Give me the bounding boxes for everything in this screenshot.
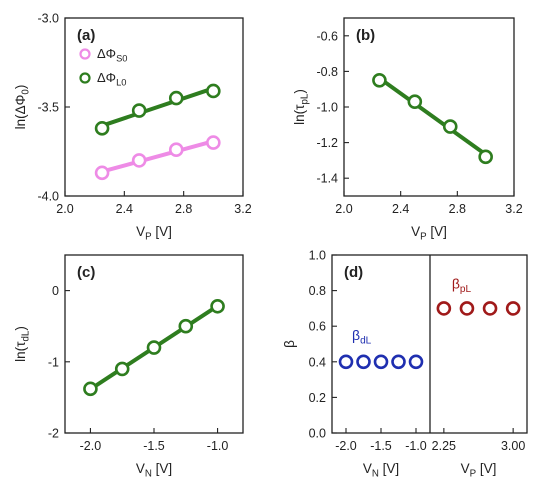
fit-line (100, 139, 216, 174)
panel-label: (c) (77, 264, 95, 281)
data-point (482, 301, 498, 316)
data-point (178, 318, 194, 334)
y-tick-label: 0 (52, 284, 59, 298)
y-tick-label: -4.0 (37, 190, 59, 204)
x-tick-label: 3.00 (501, 439, 525, 453)
y-tick-label: 0.6 (309, 320, 326, 334)
y-tick-label: -3.0 (37, 12, 59, 26)
panel-c: (c) -2 -1 0 ln(τdL) -2.0 -1.5 -1.0 VN [V] (13, 254, 244, 480)
x-tick-label: -2.0 (335, 439, 357, 453)
data-point (436, 301, 452, 316)
x-tick-label: 2.0 (56, 202, 73, 216)
data-point (372, 73, 387, 88)
legend-marker (79, 72, 91, 84)
panel-label: (d) (344, 264, 363, 281)
panel-label: (b) (356, 27, 375, 44)
y-tick-label: 0.2 (309, 391, 326, 405)
data-point (408, 354, 424, 370)
x-axis-label: VN [V] (363, 461, 399, 480)
x-axis-label: VP [V] (461, 461, 497, 480)
data-point (206, 135, 221, 150)
x-tick-label: -1.0 (405, 439, 427, 453)
legend-label: ΔΦS0 (97, 46, 128, 64)
y-tick-label: -0.8 (316, 65, 338, 79)
panel-b: (b) -1.4 -1.2 -1.0 -0.8 -0.6 ln(τpL) 2.0 2.4 2.8 3… (292, 17, 523, 243)
data-point (94, 121, 110, 136)
y-tick-label: -2 (48, 427, 59, 441)
x-tick-label: 3.2 (505, 202, 522, 216)
data-point (168, 90, 184, 106)
data-point (391, 354, 406, 370)
plot-frame (343, 17, 515, 197)
x-tick-label: 2.25 (432, 439, 456, 453)
y-tick-label: -0.6 (316, 29, 338, 43)
panel-label: (a) (77, 27, 95, 44)
y-axis-label: ln(τpL) (292, 89, 311, 125)
data-point (407, 94, 423, 109)
data-point (146, 340, 162, 355)
panel-d: (d) 0.0 0.2 0.4 0.6 0.8 1.0 β -2.0 -1.5 -1.0 VN [V]… (282, 249, 528, 480)
y-tick-label: 1.0 (309, 249, 326, 263)
legend-label: ΔΦL0 (97, 70, 126, 88)
x-axis-label: VP [V] (136, 224, 172, 243)
fit-line (377, 76, 488, 157)
x-tick-label: -1.0 (207, 439, 229, 453)
y-axis-label: ln(τdL) (13, 326, 32, 362)
x-tick-label: 3.2 (234, 202, 251, 216)
data-point (459, 301, 475, 316)
y-tick-label: -3.5 (37, 101, 59, 115)
y-tick-label: -1.4 (316, 172, 338, 186)
x-tick-label: -1.5 (143, 439, 165, 453)
data-point (356, 354, 371, 370)
fit-line (100, 86, 216, 128)
x-tick-label: 2.4 (392, 202, 409, 216)
panel-a: (a) -4.0 -3.5 -3.0 ln(ΔΦ0) 2.0 2.4 2.8 3.2 VP [V]… (13, 12, 252, 243)
data-point (505, 301, 521, 316)
series-label: βdL (352, 327, 372, 347)
y-tick-label: -1.0 (316, 101, 338, 115)
data-point (114, 361, 130, 377)
x-tick-label: 2.8 (175, 202, 192, 216)
data-point (168, 142, 184, 158)
data-point (373, 354, 389, 370)
x-tick-label: 2.0 (335, 202, 352, 216)
x-tick-label: -1.5 (370, 439, 392, 453)
data-point (206, 83, 221, 99)
x-axis-label: VP [V] (411, 224, 447, 243)
x-tick-label: 2.4 (116, 202, 133, 216)
data-point (131, 103, 147, 118)
legend-marker (79, 48, 91, 60)
x-tick-label: 2.8 (449, 202, 466, 216)
data-point (338, 354, 354, 370)
y-axis-label: ln(ΔΦ0) (13, 85, 32, 130)
series-label: βpL (452, 275, 472, 295)
y-tick-label: 0.8 (309, 284, 326, 298)
y-tick-label: -1.2 (316, 136, 338, 150)
y-axis-label: β (282, 340, 297, 348)
y-tick-label: 0.4 (309, 355, 326, 369)
x-tick-label: -2.0 (80, 439, 102, 453)
y-tick-label: -1 (48, 355, 59, 369)
data-point (478, 149, 493, 165)
data-point (94, 165, 110, 181)
x-axis-label: VN [V] (136, 461, 172, 480)
data-point (83, 381, 98, 397)
data-point (210, 298, 225, 314)
data-point (131, 153, 147, 168)
y-tick-label: 0.0 (309, 427, 326, 441)
data-point (442, 119, 458, 134)
